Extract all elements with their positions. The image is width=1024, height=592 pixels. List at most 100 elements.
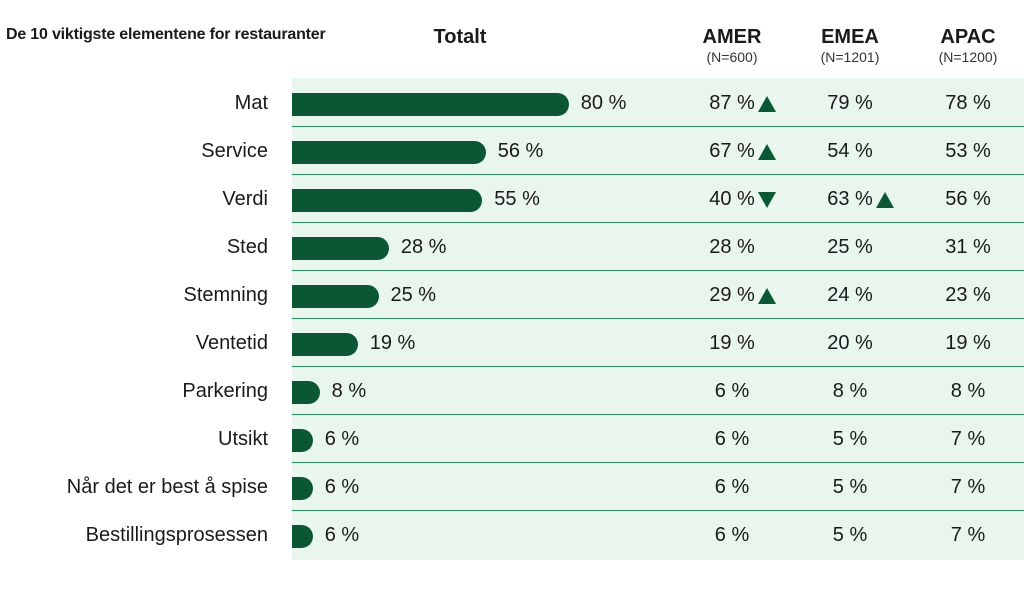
amer-value: 6 % [715,524,749,547]
table-row: Bestillingsprosessen 6 % 6 % 5 % 7 % [0,512,1024,560]
column-header-apac-label: APAC [940,26,996,48]
apac-value: 8 % [951,380,985,403]
table-row: Stemning 25 % 29 % 24 % 23 % [0,272,1024,320]
apac-value-text: 53 % [945,140,991,162]
emea-value-text: 63 % [827,188,873,210]
amer-value-text: 87 % [709,92,755,114]
row-label: Sted [226,236,268,258]
apac-value: 53 % [945,140,991,163]
row-separator [292,366,1024,367]
column-header-apac: APAC (N=1200) [908,26,1024,65]
amer-value-text: 40 % [709,188,755,210]
emea-value-text: 20 % [827,332,873,354]
apac-value: 23 % [945,284,991,307]
amer-value-text: 6 % [714,380,750,402]
amer-value-text: 29 % [709,284,755,306]
row-separator [292,222,1024,223]
amer-value-text: 6 % [714,428,750,450]
apac-value-text: 56 % [945,188,991,210]
total-value: 25 % [390,284,437,306]
emea-value-text: 79 % [827,92,873,114]
amer-value: 29 % [709,284,776,307]
emea-value-text: 5 % [832,524,868,546]
apac-value: 7 % [951,524,985,547]
emea-value: 5 % [833,428,867,451]
total-value: 56 % [497,140,544,162]
row-label: Stemning [183,284,269,306]
amer-value: 67 % [709,140,776,163]
amer-value-text: 19 % [709,332,755,354]
column-header-emea-n: (N=1201) [820,49,880,65]
amer-value-text: 6 % [714,524,750,546]
triangle-up-icon [875,191,894,208]
triangle-up-icon [757,287,776,304]
emea-value-text: 5 % [832,428,868,450]
table-row: Sted 28 % 28 % 25 % 31 % [0,224,1024,272]
emea-value-text: 5 % [832,476,868,498]
row-separator [292,174,1024,175]
emea-value: 25 % [827,236,873,259]
emea-value-text: 24 % [827,284,873,306]
table-row: Service 56 % 67 % 54 % 53 % [0,128,1024,176]
amer-value: 28 % [709,236,755,259]
amer-value: 87 % [709,92,776,115]
total-bar [292,477,313,500]
row-separator [292,414,1024,415]
row-separator [292,270,1024,271]
emea-value: 5 % [833,476,867,499]
apac-value-text: 7 % [950,428,986,450]
table-row: Parkering 8 % 6 % 8 % 8 % [0,368,1024,416]
amer-value: 6 % [715,380,749,403]
total-value: 6 % [324,476,360,498]
total-bar [292,141,486,164]
table-row: Verdi 55 % 40 % 63 % 56 % [0,176,1024,224]
total-bar [292,285,379,308]
total-bar [292,381,320,404]
total-bar [292,333,358,356]
table-row: Mat 80 % 87 % 79 % 78 % [0,80,1024,128]
emea-value-text: 8 % [832,380,868,402]
row-label: Ventetid [195,332,268,354]
amer-value: 6 % [715,428,749,451]
row-separator [292,462,1024,463]
apac-value: 56 % [945,188,991,211]
total-bar [292,93,569,116]
apac-value-text: 78 % [945,92,991,114]
emea-value: 24 % [827,284,873,307]
row-separator [292,510,1024,511]
row-label: Utsikt [218,428,268,450]
apac-value-text: 19 % [945,332,991,354]
emea-value-text: 25 % [827,236,873,258]
total-bar [292,237,389,260]
chart-title: De 10 viktigste elementene for restauran… [6,26,326,43]
row-label: Parkering [182,380,268,402]
table-row: Ventetid 19 % 19 % 20 % 19 % [0,320,1024,368]
row-label: Når det er best å spise [66,476,268,498]
apac-value-text: 23 % [945,284,991,306]
row-label: Verdi [222,188,268,210]
emea-value-text: 54 % [827,140,873,162]
emea-value: 79 % [827,92,873,115]
apac-value: 7 % [951,476,985,499]
column-header-total: Totalt [400,26,520,49]
apac-value-text: 8 % [950,380,986,402]
apac-value-text: 7 % [950,476,986,498]
triangle-up-icon [757,143,776,160]
amer-value-text: 67 % [709,140,755,162]
total-value: 28 % [400,236,447,258]
total-value: 80 % [580,92,627,114]
column-header-emea-label: EMEA [821,26,879,48]
row-label: Mat [234,92,268,114]
row-separator [292,318,1024,319]
row-separator [292,126,1024,127]
total-value: 6 % [324,428,360,450]
emea-value: 20 % [827,332,873,355]
apac-value-text: 7 % [950,524,986,546]
total-value: 19 % [369,332,416,354]
apac-value: 31 % [945,236,991,259]
total-value: 8 % [331,380,367,402]
amer-value: 19 % [709,332,755,355]
apac-value: 78 % [945,92,991,115]
table-row: Når det er best å spise 6 % 6 % 5 % 7 % [0,464,1024,512]
amer-value: 6 % [715,476,749,499]
